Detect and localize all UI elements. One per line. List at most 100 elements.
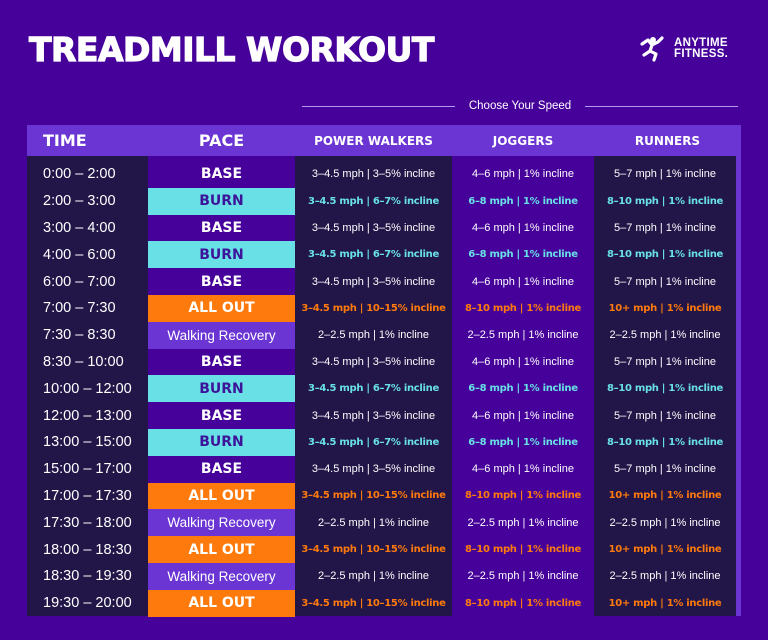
time-cell: 10:00 – 12:00 [43,380,132,397]
power-walkers-cell: 2–2.5 mph | 1% incline [317,570,430,583]
pace-cell: ALL OUT [148,294,295,322]
table-body: 0:00 – 2:00 2:00 – 3:00 3:00 – 4:00 4:00 – … [27,156,741,617]
runners-cell: 8–10 mph | 1% incline [606,249,724,261]
joggers-cell: 4–6 mph | 1% incline [472,355,574,368]
runners-cell: 5–7 mph | 1% incline [614,275,716,288]
workout-table: TIME PACE POWER WALKERS JOGGERS RUNNERS … [27,125,741,617]
power-walkers-cell: 2–2.5 mph | 1% incline [317,329,430,342]
divider-left [302,105,455,107]
joggers-cell: 6–8 mph | 1% incline [468,436,578,448]
pace-cell: BURN [148,375,295,403]
power-walkers-cell: 3–4.5 mph | 6–7% incline [308,195,439,207]
power-walkers-cell: 3–4.5 mph | 3–5% incline [311,355,436,368]
joggers-cell: 8–10 mph | 1% incline [464,490,582,502]
running-man-icon [640,36,664,62]
power-walkers-cell: 3–4.5 mph | 3–5% incline [311,463,436,476]
pace-cell: Walking Recovery [148,321,295,349]
column-header-joggers: JOGGERS [492,133,554,148]
time-cell: 8:30 – 10:00 [43,353,124,370]
column-header-time: TIME [43,131,87,150]
pace-cell: BASE [200,461,243,478]
anytime-fitness-logo: ANYTIME FITNESS. [640,36,728,62]
joggers-cell: 2–2.5 mph | 1% incline [467,570,579,583]
runners-column: 5–7 mph | 1% incline 8–10 mph | 1% inclin… [594,156,736,616]
pace-cell: ALL OUT [148,589,295,617]
runners-cell: 8–10 mph | 1% incline [606,383,724,395]
pace-cell: ALL OUT [148,536,295,563]
time-column: 0:00 – 2:00 2:00 – 3:00 3:00 – 4:00 4:00 – … [27,156,148,616]
time-cell: 17:00 – 17:30 [43,487,132,504]
runners-cell: 5–7 mph | 1% incline [614,355,716,368]
joggers-cell: 6–8 mph | 1% incline [468,249,578,261]
pace-cell: BASE [200,407,243,424]
speed-header: Choose Your Speed [302,97,738,115]
table-edge [736,156,741,616]
runners-cell: 8–10 mph | 1% incline [606,436,724,448]
joggers-cell: 6–8 mph | 1% incline [468,383,578,395]
joggers-cell: 4–6 mph | 1% incline [472,168,574,181]
table-header: TIME PACE POWER WALKERS JOGGERS RUNNERS [27,125,741,156]
joggers-cell: 6–8 mph | 1% incline [468,195,578,207]
pace-cell: BASE [200,166,243,183]
runners-cell: 5–7 mph | 1% incline [614,463,716,476]
runners-cell: 2–2.5 mph | 1% incline [609,329,721,342]
joggers-cell: 8–10 mph | 1% incline [464,597,582,609]
power-walkers-cell: 3–4.5 mph | 6–7% incline [308,383,439,395]
time-cell: 13:00 – 15:00 [43,434,132,451]
runners-cell: 5–7 mph | 1% incline [614,409,716,422]
time-cell: 19:30 – 20:00 [43,595,132,612]
power-walkers-cell: 3–4.5 mph | 3–5% incline [311,221,436,234]
power-walkers-cell: 3–4.5 mph | 6–7% incline [308,249,439,261]
speed-header-label: Choose Your Speed [468,100,572,112]
time-cell: 18:30 – 19:30 [43,568,132,585]
column-header-power-walkers: POWER WALKERS [314,133,433,148]
runners-cell: 5–7 mph | 1% incline [614,221,716,234]
time-cell: 12:00 – 13:00 [43,407,132,424]
power-walkers-cell: 3–4.5 mph | 10–15% incline [301,490,446,502]
power-walkers-cell: 3–4.5 mph | 10–15% incline [301,597,446,609]
runners-cell: 5–7 mph | 1% incline [614,168,716,181]
pace-cell: BASE [200,353,243,370]
power-walkers-cell: 2–2.5 mph | 1% incline [317,516,430,529]
time-cell: 17:30 – 18:00 [43,514,132,531]
pace-cell: Walking Recovery [148,562,295,590]
time-cell: 3:00 – 4:00 [43,219,116,236]
joggers-cell: 4–6 mph | 1% incline [472,275,574,288]
pace-cell: BURN [148,187,295,215]
joggers-cell: 8–10 mph | 1% incline [464,544,582,556]
column-header-runners: RUNNERS [634,133,701,148]
logo-line-1: ANYTIME [674,37,728,49]
joggers-cell: 4–6 mph | 1% incline [472,409,574,422]
pace-cell: BASE [200,219,243,236]
pace-cell: Walking Recovery [148,509,295,537]
runners-cell: 10+ mph | 1% incline [608,490,722,502]
time-cell: 15:00 – 17:00 [43,461,132,478]
power-walkers-cell: 3–4.5 mph | 3–5% incline [311,275,436,288]
joggers-column: 4–6 mph | 1% incline 6–8 mph | 1% incline… [452,156,594,616]
pace-cell: BURN [148,241,295,269]
power-walkers-cell: 3–4.5 mph | 10–15% incline [301,302,446,314]
time-cell: 18:00 – 18:30 [43,541,132,558]
joggers-cell: 2–2.5 mph | 1% incline [467,329,579,342]
time-cell: 4:00 – 6:00 [43,246,116,263]
runners-cell: 10+ mph | 1% incline [608,302,722,314]
power-walkers-column: 3–4.5 mph | 3–5% incline 3–4.5 mph | 6–7%… [295,156,452,616]
joggers-cell: 4–6 mph | 1% incline [472,221,574,234]
page-title: TREADMILL WORKOUT [28,29,435,69]
time-cell: 6:00 – 7:00 [43,273,116,290]
joggers-cell: 4–6 mph | 1% incline [472,463,574,476]
power-walkers-cell: 3–4.5 mph | 3–5% incline [311,168,436,181]
runners-cell: 10+ mph | 1% incline [608,597,722,609]
pace-cell: BURN [148,428,295,456]
power-walkers-cell: 3–4.5 mph | 6–7% incline [308,436,439,448]
time-cell: 7:00 – 7:30 [43,300,116,317]
pace-cell: BASE [200,273,243,290]
runners-cell: 2–2.5 mph | 1% incline [609,570,721,583]
power-walkers-cell: 3–4.5 mph | 3–5% incline [311,409,436,422]
joggers-cell: 8–10 mph | 1% incline [464,302,582,314]
runners-cell: 10+ mph | 1% incline [608,544,722,556]
power-walkers-cell: 3–4.5 mph | 10–15% incline [301,544,446,556]
time-cell: 2:00 – 3:00 [43,193,116,210]
joggers-cell: 2–2.5 mph | 1% incline [467,516,579,529]
pace-cell: ALL OUT [148,482,295,510]
